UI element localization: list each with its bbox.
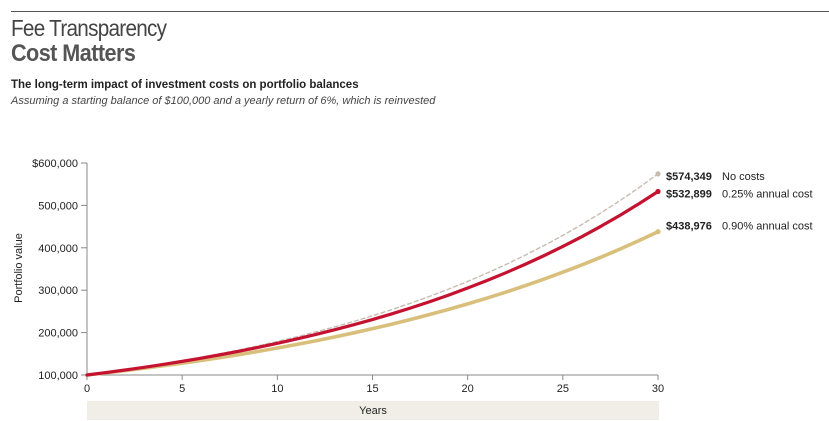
x-tick-label: 30 (652, 383, 664, 395)
top-rule (11, 11, 829, 12)
x-tick-label: 10 (271, 383, 283, 395)
series-end-value: $532,899 (666, 188, 712, 200)
series-name-label: 0.90% annual cost (722, 221, 813, 233)
x-tick-label: 15 (366, 383, 378, 395)
y-tick-label: 400,000 (38, 243, 78, 255)
series-end-point (655, 188, 661, 195)
chart-subtitle: The long-term impact of investment costs… (11, 79, 359, 91)
page-title: Cost Matters (11, 40, 136, 67)
series-line-0 (86, 173, 659, 376)
series-end-value: $574,349 (666, 171, 712, 183)
y-tick-label: 100,000 (38, 370, 78, 382)
x-tick-label: 20 (462, 383, 474, 395)
x-axis-band (87, 401, 659, 420)
y-tick-label: 200,000 (38, 328, 78, 340)
y-tick-label: 500,000 (38, 200, 78, 212)
chart-note: Assuming a starting balance of $100,000 … (11, 95, 436, 107)
series-name-label: 0.25% annual cost (722, 188, 813, 200)
series-end-point (655, 229, 661, 235)
series-end-point (655, 171, 661, 177)
series-line-1 (85, 189, 660, 377)
x-tick-label: 0 (84, 383, 90, 395)
y-tick-label: $600,000 (32, 158, 78, 170)
y-axis-label: Portfolio value (13, 233, 25, 303)
series-line-2 (85, 229, 660, 377)
y-tick-label: 300,000 (38, 285, 78, 297)
x-tick-label: 25 (557, 383, 569, 395)
x-tick-label: 5 (179, 383, 185, 395)
series-name-label: No costs (722, 171, 765, 183)
series-end-value: $438,976 (666, 221, 712, 233)
x-axis-label: Years (359, 405, 387, 417)
section-kicker: Fee Transparency (11, 15, 167, 41)
